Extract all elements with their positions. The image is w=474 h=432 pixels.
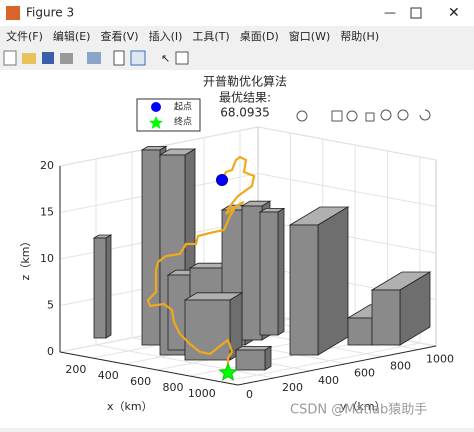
building-side [105,234,112,339]
zoom-in-icon[interactable] [380,109,392,121]
building-front [241,205,263,341]
datatip-icon[interactable] [346,110,358,122]
building-front [347,317,373,346]
z-tick-label: 20 [40,159,54,172]
minimize[interactable]: — [384,6,396,20]
menu-item[interactable]: 窗口(W) [289,29,330,43]
export-icon[interactable] [296,110,308,122]
maximize[interactable] [410,7,422,19]
legend-marker [151,102,161,112]
open-icon[interactable] [22,53,36,64]
x-axis-label: x（km） [107,400,153,413]
axes-toolbar [296,109,431,122]
z-tick-label: 5 [47,299,54,312]
title: 开普勒优化算法 最优结果: 68.0935 [203,74,287,120]
x-tick-label: 600 [130,375,151,388]
z-axis-label: z（km） [19,236,32,281]
grid-line [257,173,437,207]
watermark: CSDN @Matlab猿助手 [290,403,427,418]
title-line: 开普勒优化算法 [203,74,287,89]
menu-item[interactable]: 工具(T) [192,30,229,43]
title-line: 68.0935 [220,106,270,120]
home-icon[interactable] [419,109,431,121]
pointer-icon[interactable]: ↖ [161,52,170,65]
print-icon[interactable] [60,53,73,64]
buildings [92,145,432,371]
building-front [289,224,319,356]
grid-line [257,126,437,161]
y-tick-label: 0 [246,388,253,401]
axis-line [237,345,437,386]
legend-box [136,98,201,132]
menu-item[interactable]: 桌面(D) [240,30,279,43]
grid-line [221,342,420,383]
x-tick-label: 400 [98,369,119,382]
legend-marker [149,116,163,129]
legend-label: 起点 [174,102,192,113]
menu-item[interactable]: 插入(I) [149,29,183,43]
z-tick-label: 10 [40,252,54,265]
y-tick-label: 400 [318,374,339,387]
menu-item[interactable]: 查看(V) [100,29,138,43]
building-side [317,206,349,356]
legend-label: 终点 [174,116,192,128]
toolbar: ↖ [3,50,189,66]
app-icon [6,6,20,20]
save-icon[interactable] [42,52,54,64]
y-tick-label: 200 [282,381,303,394]
z-tick-label: 0 [47,345,54,358]
new-icon[interactable] [3,50,17,66]
grid-line [95,344,275,379]
start-marker [216,174,228,186]
zoom-out-icon[interactable] [397,109,409,121]
building-front [184,299,231,361]
title-line: 最优结果: [219,91,271,105]
z-tick-label: 15 [40,206,54,219]
legend: 起点 终点 [136,98,201,132]
building-front [141,149,161,346]
close[interactable]: ✕ [448,5,460,21]
x-tick-label: 200 [65,363,86,376]
menu-bar: 文件(F) 编辑(E) 查看(V) 插入(I) 工具(T) 桌面(D) 窗口(W) 帮助(H) [6,29,379,43]
x-tick-label: 1000 [188,387,216,400]
building-front [235,349,266,371]
title-bar [0,0,474,26]
y-tick-label: 1000 [426,353,454,366]
end-marker [218,362,238,381]
x-tick-label: 800 [162,381,183,394]
building-front [371,289,401,346]
window-title: Figure 3 [26,6,74,20]
menu-item[interactable]: 帮助(H) [340,29,379,43]
inspector-icon[interactable] [175,51,189,65]
building-front [259,211,279,336]
building-side [277,207,285,336]
link-icon[interactable] [87,52,101,64]
building-front [93,237,107,339]
axis-line [59,351,239,386]
menu-item[interactable]: 编辑(E) [53,29,91,43]
path [146,155,256,372]
menu-item[interactable]: 文件(F) [6,29,43,43]
legend-icon[interactable] [130,50,146,66]
y-axis-label: y（km） [340,400,386,413]
y-tick-label: 800 [390,360,411,373]
pan-icon[interactable] [365,112,375,122]
y-tick-label: 600 [354,367,375,380]
building-side [264,345,272,371]
colorbar-icon[interactable] [113,50,125,66]
brush-icon[interactable] [331,110,343,122]
